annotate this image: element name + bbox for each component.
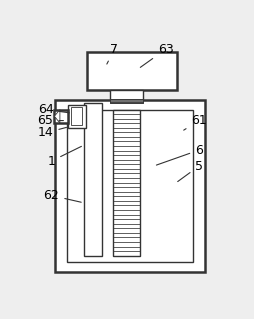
Text: 7: 7 bbox=[107, 43, 118, 64]
Bar bbox=[110, 90, 143, 100]
Text: 63: 63 bbox=[140, 43, 173, 67]
Bar bbox=[87, 52, 177, 90]
Text: 62: 62 bbox=[43, 189, 81, 202]
Bar bbox=[55, 100, 205, 272]
Text: 1: 1 bbox=[47, 146, 82, 167]
Bar bbox=[114, 109, 140, 256]
Text: 61: 61 bbox=[184, 114, 207, 130]
Bar bbox=[68, 105, 86, 128]
Text: 65: 65 bbox=[38, 114, 64, 127]
Bar bbox=[54, 109, 68, 123]
Text: 64: 64 bbox=[38, 103, 69, 116]
Bar bbox=[71, 107, 82, 125]
Text: 6: 6 bbox=[156, 144, 203, 165]
Text: 14: 14 bbox=[38, 126, 67, 139]
Text: 5: 5 bbox=[178, 160, 203, 182]
Bar bbox=[84, 103, 102, 256]
Bar bbox=[110, 99, 143, 103]
Bar bbox=[67, 109, 193, 262]
Polygon shape bbox=[54, 109, 60, 123]
